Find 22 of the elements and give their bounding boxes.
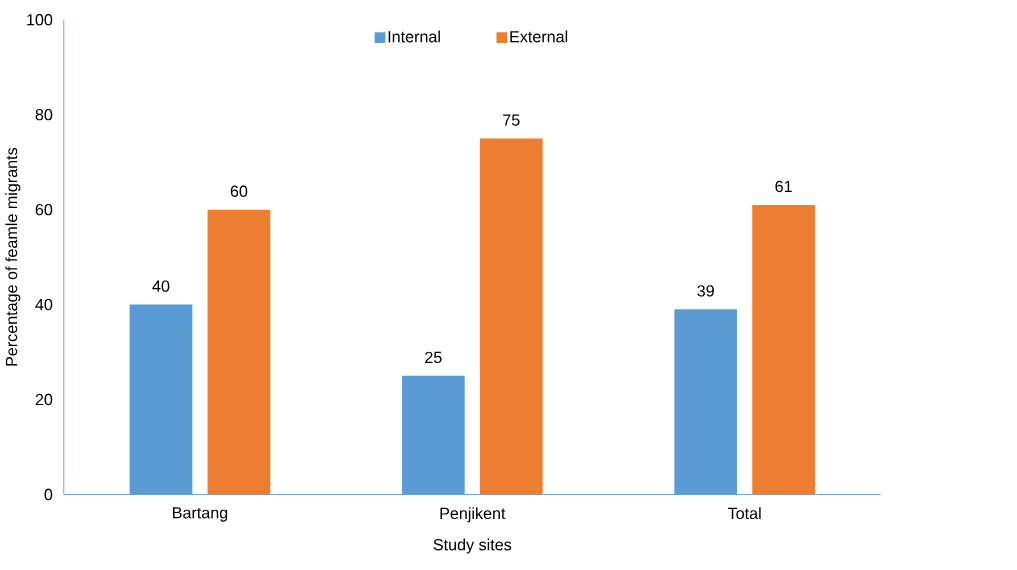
y-tick-label: 60 xyxy=(35,204,53,216)
data-label: 40 xyxy=(152,280,170,292)
y-tick-label: 20 xyxy=(35,393,53,406)
y-tick-label: 40 xyxy=(35,298,53,311)
bar xyxy=(207,209,271,495)
x-tick-label: Bartang xyxy=(173,507,228,522)
y-tick-label: 80 xyxy=(35,109,53,121)
data-label: 60 xyxy=(230,185,248,198)
x-axis-title: Study sites xyxy=(433,538,512,554)
data-label: 25 xyxy=(425,351,442,364)
y-tick-label: 0 xyxy=(44,488,53,501)
data-label: 39 xyxy=(697,285,714,297)
x-tick-label: Total xyxy=(727,507,761,520)
bar xyxy=(479,138,543,495)
legend-label: External xyxy=(510,30,568,43)
bar xyxy=(752,204,815,495)
x-tick-label: Penjikent xyxy=(440,507,506,523)
data-label: 61 xyxy=(775,180,792,193)
legend-label: Internal xyxy=(388,30,440,43)
y-axis-title: Percentage of feamle migrants xyxy=(5,148,21,366)
y-tick-label: 100 xyxy=(27,14,53,26)
data-label: 75 xyxy=(503,114,520,126)
